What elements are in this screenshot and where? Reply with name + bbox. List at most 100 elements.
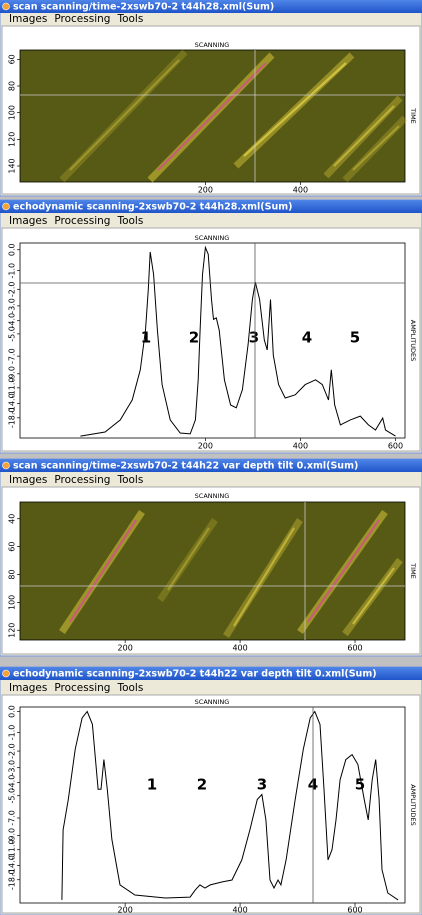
menu-item[interactable]: Images [9, 13, 47, 25]
peak-annotation: 1 [147, 776, 157, 794]
y-tick-label: 120 [8, 623, 17, 638]
y-tick-label: 0.0 [8, 705, 17, 718]
menu-item[interactable]: Images [9, 474, 47, 486]
peak-annotation: 3 [257, 776, 267, 794]
y-tick-label: -4.0 [8, 313, 17, 329]
peak-annotation: 2 [189, 329, 199, 347]
y-tick-label: 80 [8, 569, 17, 579]
menu-item[interactable]: Processing [54, 682, 110, 694]
y-tick-label: -11.0 [8, 839, 17, 860]
y-tick-label: 100 [8, 105, 17, 120]
y-axis-label: AMPLITUDES [409, 320, 417, 361]
chart-title: SCANNING [195, 41, 230, 49]
y-tick-label: -1.0 [8, 725, 17, 741]
y-tick-label: 0.0 [8, 243, 17, 256]
title-bar [0, 459, 422, 472]
x-tick-label: 200 [198, 186, 213, 195]
y-tick-label: -7.0 [8, 348, 17, 364]
x-tick-label: 200 [118, 644, 133, 653]
y-tick-label: 120 [8, 132, 17, 147]
amplitude-line [80, 245, 396, 437]
menu-item[interactable]: Processing [54, 474, 110, 486]
menu-item[interactable]: Tools [116, 215, 143, 227]
echo-core [352, 567, 395, 625]
x-tick-label: 400 [232, 906, 247, 915]
window-icon [2, 461, 10, 470]
chart-title: SCANNING [195, 698, 230, 706]
chart-title: SCANNING [195, 492, 230, 500]
menu-item[interactable]: Processing [54, 215, 110, 227]
window-icon [2, 2, 10, 11]
y-tick-label: -5.0 [8, 788, 17, 804]
x-tick-label: 600 [347, 644, 362, 653]
x-tick-label: 600 [347, 906, 362, 915]
x-tick-label: 400 [293, 186, 308, 195]
y-tick-label: 100 [8, 595, 17, 610]
y-axis-label: TIME [409, 107, 417, 124]
peak-annotation: 4 [302, 329, 312, 347]
peak-annotation: 1 [141, 329, 151, 347]
menu-item[interactable]: Processing [54, 13, 110, 25]
echo-core [333, 105, 395, 167]
peak-annotation: 5 [355, 776, 365, 794]
x-tick-label: 400 [232, 644, 247, 653]
y-tick-label: -2.0 [8, 281, 17, 297]
menu-item[interactable]: Tools [116, 682, 143, 694]
x-tick-label: 600 [388, 442, 403, 451]
menu-item[interactable]: Images [9, 682, 47, 694]
peak-annotation: 5 [350, 329, 360, 347]
x-tick-label: 200 [198, 442, 213, 451]
y-tick-label: -7.0 [8, 810, 17, 826]
echo-core [352, 125, 400, 171]
window-title: scan scanning/time-2xswb70-2 t44h22 var … [13, 461, 358, 472]
echo-core [167, 527, 210, 591]
window-title: scan scanning/time-2xswb70-2 t44h28.xml(… [13, 2, 274, 13]
echo-streak [59, 49, 188, 183]
y-tick-label: 60 [8, 542, 17, 552]
y-tick-label: -5.0 [8, 326, 17, 342]
y-axis-label: TIME [409, 562, 417, 579]
y-tick-label: -14.0 [8, 855, 17, 876]
menu-item[interactable]: Tools [116, 474, 143, 486]
y-tick-label: 80 [8, 81, 17, 91]
y-tick-label: -4.0 [8, 775, 17, 791]
y-tick-label: -9.0 [8, 828, 17, 844]
y-tick-label: -2.0 [8, 743, 17, 759]
echo-core [69, 519, 137, 623]
echo-core [243, 62, 347, 157]
echo-core [69, 59, 180, 171]
y-tick-label: -3.0 [8, 298, 17, 314]
amplitude-line [61, 710, 399, 901]
y-tick-label: -3.0 [8, 760, 17, 776]
plot-area [19, 242, 406, 439]
echo-streak [342, 115, 408, 183]
echo-core [157, 62, 267, 171]
y-tick-label: -9.0 [8, 366, 17, 382]
echo-core [233, 527, 295, 627]
peak-annotation: 3 [249, 329, 259, 347]
y-tick-label: 40 [8, 514, 17, 524]
y-tick-label: -18.0 [8, 407, 17, 428]
title-bar [0, 667, 422, 680]
window-title: echodynamic scanning-2xswb70-2 t44h28.xm… [13, 202, 293, 213]
title-bar [0, 0, 422, 13]
y-tick-label: 140 [8, 158, 17, 173]
y-tick-label: -11.0 [8, 377, 17, 398]
echo-streak [157, 518, 218, 602]
chart-title: SCANNING [195, 234, 230, 242]
echo-core [307, 519, 380, 623]
window-icon [2, 202, 10, 211]
y-axis-label: AMPLITUDES [409, 784, 417, 825]
x-tick-label: 400 [293, 442, 308, 451]
peak-annotation: 2 [197, 776, 207, 794]
y-tick-label: -18.0 [8, 869, 17, 890]
title-bar [0, 200, 422, 213]
window-icon [2, 669, 10, 678]
plot-area [19, 706, 406, 904]
menu-item[interactable]: Images [9, 215, 47, 227]
x-tick-label: 200 [118, 906, 133, 915]
y-tick-label: -1.0 [8, 263, 17, 279]
menu-item[interactable]: Tools [116, 13, 143, 25]
